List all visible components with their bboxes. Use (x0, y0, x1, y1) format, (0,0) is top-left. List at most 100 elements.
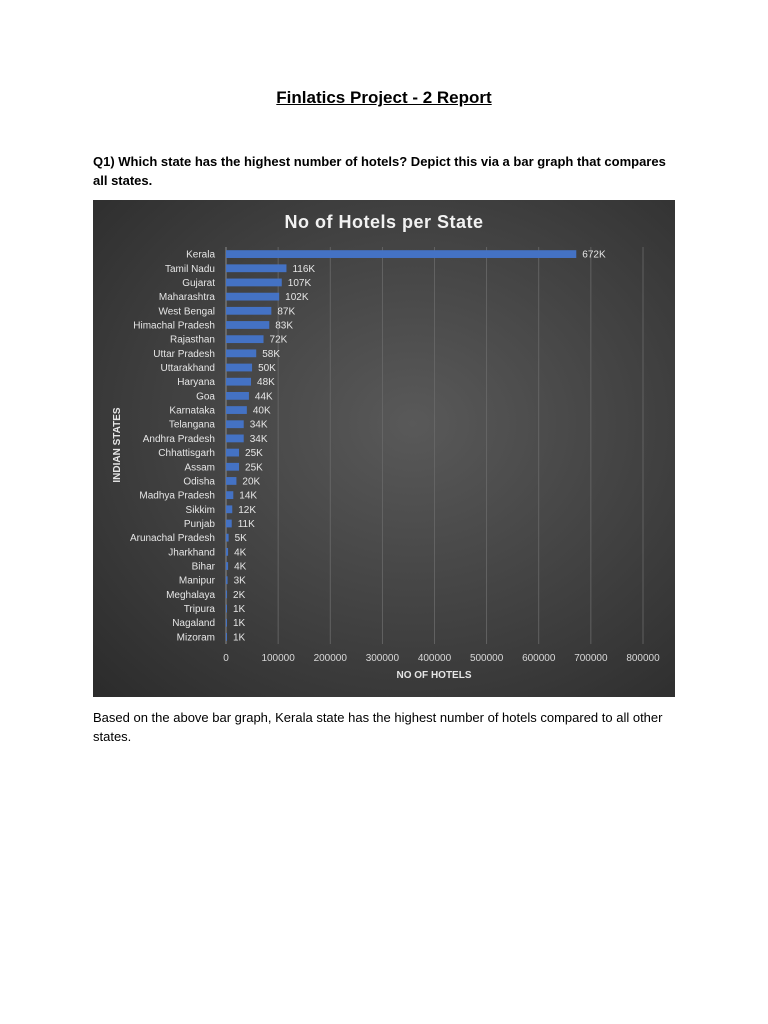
bar (226, 462, 240, 471)
bar (226, 434, 244, 443)
bar (226, 491, 234, 500)
category-label: Telangana (169, 420, 216, 431)
data-label: 34K (250, 420, 268, 431)
category-label: Arunachal Pradesh (130, 533, 215, 544)
x-tick-label: 600000 (522, 653, 556, 664)
category-labels: Kerala Tamil Nadu Gujarat Maharashtra West B… (130, 250, 216, 644)
bar (226, 363, 253, 372)
category-label: West Bengal (158, 306, 215, 317)
category-label: Madhya Pradesh (139, 491, 215, 502)
data-label: 58K (262, 349, 280, 360)
data-label: 83K (275, 320, 293, 331)
data-label: 102K (285, 292, 309, 303)
chart-svg: No of Hotels per State Kerala Tamil Nadu G… (112, 212, 660, 681)
x-tick-labels: 0 100000 200000 300000 400000 500000 600000 700… (223, 653, 660, 664)
chart-title: No of Hotels per State (284, 212, 483, 232)
data-label: 672K (582, 250, 606, 261)
data-label: 2K (233, 590, 246, 601)
data-label: 25K (245, 462, 263, 473)
bar (226, 292, 280, 301)
category-label: Sikkim (186, 505, 215, 516)
bar (226, 264, 287, 273)
data-label: 48K (257, 377, 275, 388)
data-label: 50K (258, 363, 276, 374)
bar (226, 250, 577, 258)
category-label: Mizoram (177, 632, 215, 643)
x-tick-label: 500000 (470, 653, 504, 664)
bar (226, 618, 227, 627)
conclusion-text: Based on the above bar graph, Kerala sta… (93, 710, 663, 744)
bar (226, 562, 229, 570)
data-label: 1K (233, 604, 246, 615)
category-label: Tamil Nadu (165, 264, 215, 275)
x-tick-label: 100000 (261, 653, 295, 664)
bar (226, 349, 257, 358)
bar (226, 633, 227, 641)
data-label: 25K (245, 448, 263, 459)
document-title: Finlatics Project - 2 Report (276, 88, 492, 107)
x-tick-label: 700000 (574, 653, 608, 664)
category-label: Karnataka (169, 406, 215, 417)
data-label: 87K (277, 306, 295, 317)
category-label: Punjab (184, 519, 216, 530)
x-tick-label: 800000 (626, 653, 660, 664)
bar (226, 391, 249, 400)
bar (226, 335, 264, 344)
bar (226, 278, 282, 287)
bar (226, 448, 240, 457)
data-label: 1K (233, 632, 246, 643)
category-label: Goa (196, 391, 215, 402)
category-label: Jharkhand (168, 547, 215, 558)
x-tick-label: 400000 (418, 653, 452, 664)
bar (226, 590, 228, 599)
category-label: Maharashtra (159, 292, 216, 303)
data-label: 44K (255, 391, 273, 402)
data-label: 34K (250, 434, 268, 445)
bar (226, 477, 237, 485)
category-label: Bihar (192, 562, 216, 573)
category-label: Nagaland (172, 618, 215, 629)
category-label: Andhra Pradesh (143, 434, 215, 445)
data-label: 1K (233, 618, 246, 629)
category-label: Kerala (186, 250, 215, 261)
x-tick-label: 0 (223, 653, 229, 664)
data-label: 40K (253, 406, 271, 417)
category-label: Chhattisgarh (158, 448, 215, 459)
bar (226, 321, 270, 329)
question-text: Q1) Which state has the highest number o… (93, 154, 666, 188)
category-label: Rajasthan (170, 335, 215, 346)
category-label: Assam (184, 462, 215, 473)
bars (226, 250, 577, 641)
data-label: 20K (242, 476, 260, 487)
category-label: Tripura (184, 604, 216, 615)
data-label: 3K (234, 576, 247, 587)
data-label: 107K (288, 278, 312, 289)
category-label: Manipur (179, 576, 216, 587)
data-label: 4K (234, 562, 247, 573)
x-tick-label: 200000 (314, 653, 348, 664)
bar (226, 547, 229, 556)
x-axis-label: NO OF HOTELS (397, 670, 472, 681)
data-label: 5K (235, 533, 248, 544)
bar (226, 505, 233, 514)
category-label: Uttarakhand (161, 363, 215, 374)
bar (226, 377, 252, 386)
data-labels: 672K 116K 107K 102K 87K 83K 72K 58K 50K 48K 44K 40K… (233, 250, 606, 644)
x-tick-label: 300000 (366, 653, 400, 664)
category-label: Uttar Pradesh (153, 349, 215, 360)
category-label: Himachal Pradesh (133, 320, 215, 331)
y-axis-label: INDIAN STATES (112, 407, 123, 483)
data-label: 11K (238, 519, 255, 530)
bar (226, 406, 247, 414)
category-label: Meghalaya (166, 590, 215, 601)
category-label: Odisha (183, 476, 215, 487)
data-label: 4K (234, 547, 247, 558)
bar (226, 576, 228, 585)
data-label: 116K (292, 264, 315, 275)
bar (226, 306, 272, 315)
category-label: Gujarat (182, 278, 215, 289)
data-label: 14K (239, 491, 257, 502)
bar (226, 604, 227, 613)
bar (226, 420, 244, 429)
category-label: Haryana (177, 377, 215, 388)
